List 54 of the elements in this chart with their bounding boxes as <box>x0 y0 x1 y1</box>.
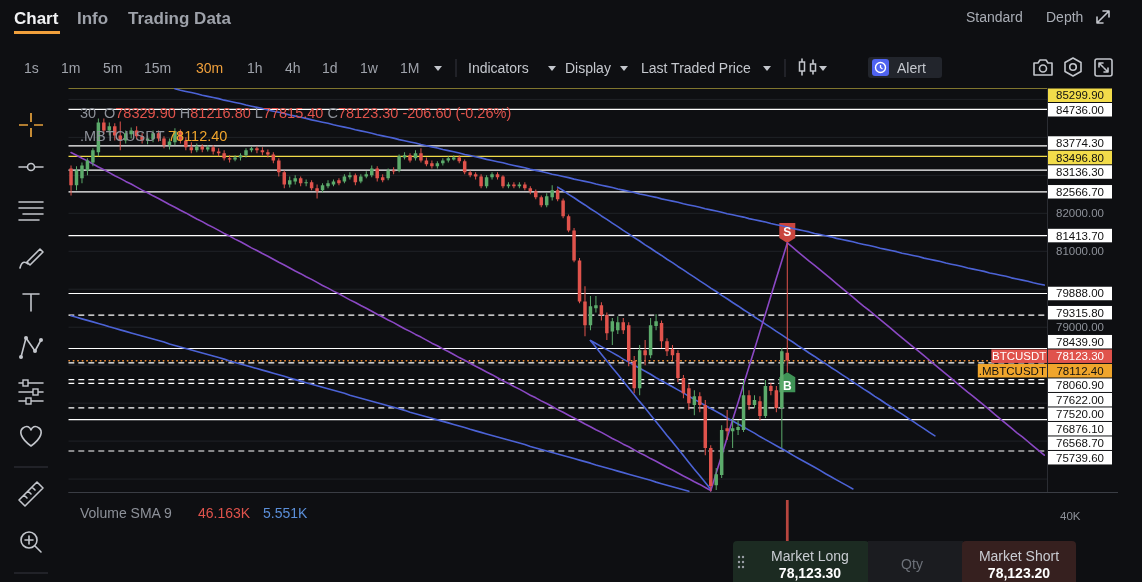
annotation: 5.551K <box>263 505 309 521</box>
annotation: Volume SMA 9 <box>80 505 173 521</box>
ref-line-label: 78123.30 <box>1056 350 1104 363</box>
ref-line-label: 78060.90 <box>1056 379 1104 392</box>
ref-line-label: 75739.60 <box>1056 451 1104 464</box>
text: Depth <box>1046 9 1084 25</box>
ref-line-label: 78112.40 <box>1056 364 1104 377</box>
annotation: 30 <box>80 105 97 121</box>
text: Indicators <box>468 60 529 76</box>
ref-line-label: 83496.80 <box>1056 151 1104 164</box>
ref-line-label: 78439.90 <box>1056 335 1104 348</box>
annotation: 78,123.30 <box>778 565 842 581</box>
ref-line-label: 77622.00 <box>1056 393 1104 406</box>
text: 1m <box>61 60 81 76</box>
annotation: 46.163K <box>198 505 251 521</box>
text: 1M <box>400 60 420 76</box>
text: Chart <box>14 9 59 28</box>
text: 5m <box>103 60 123 76</box>
ref-line-label: 76876.10 <box>1056 422 1104 435</box>
ref-line-label: 76568.70 <box>1056 437 1104 450</box>
ref-line-label: 82566.70 <box>1056 185 1104 198</box>
ref-line-label: 77520.00 <box>1056 408 1104 421</box>
text: Display <box>565 60 611 76</box>
text: 40K <box>1060 510 1081 522</box>
text: Last Traded Price <box>641 60 751 76</box>
annotation: Market Long <box>771 548 849 564</box>
ref-line-label: 81413.70 <box>1056 229 1104 242</box>
ref-line-label: 79888.00 <box>1056 287 1104 300</box>
y-tick-label: 81000.00 <box>1056 245 1104 258</box>
text: Standard <box>966 9 1023 25</box>
text: Info <box>77 9 109 28</box>
text: Trading Data <box>128 9 232 28</box>
y-tick-label: 79000.00 <box>1056 321 1104 334</box>
text: 15m <box>144 60 172 76</box>
text: 1s <box>24 60 39 76</box>
text: 1w <box>360 60 379 76</box>
ref-line-label: 79315.80 <box>1056 306 1104 319</box>
annotation: B <box>782 378 792 393</box>
text: Alert <box>897 60 926 76</box>
ref-line-label: 85299.90 <box>1056 89 1104 102</box>
text: 1d <box>322 60 338 76</box>
text: 1h <box>247 60 263 76</box>
annotation: Market Short <box>978 548 1060 564</box>
annotation: 78,123.20 <box>987 565 1051 581</box>
ref-line-label: 83136.30 <box>1056 166 1104 179</box>
annotation: BTCUSDT <box>992 350 1047 363</box>
annotation: Qty <box>901 556 923 572</box>
y-tick-label: 82000.00 <box>1056 207 1104 220</box>
text: 30m <box>196 60 224 76</box>
ref-line-label: 83774.30 <box>1056 137 1104 150</box>
text: 4h <box>285 60 301 76</box>
annotation: S <box>783 224 792 239</box>
ref-line-label: 84736.00 <box>1056 103 1104 116</box>
annotation: .MBTCUSDT <box>978 364 1046 377</box>
